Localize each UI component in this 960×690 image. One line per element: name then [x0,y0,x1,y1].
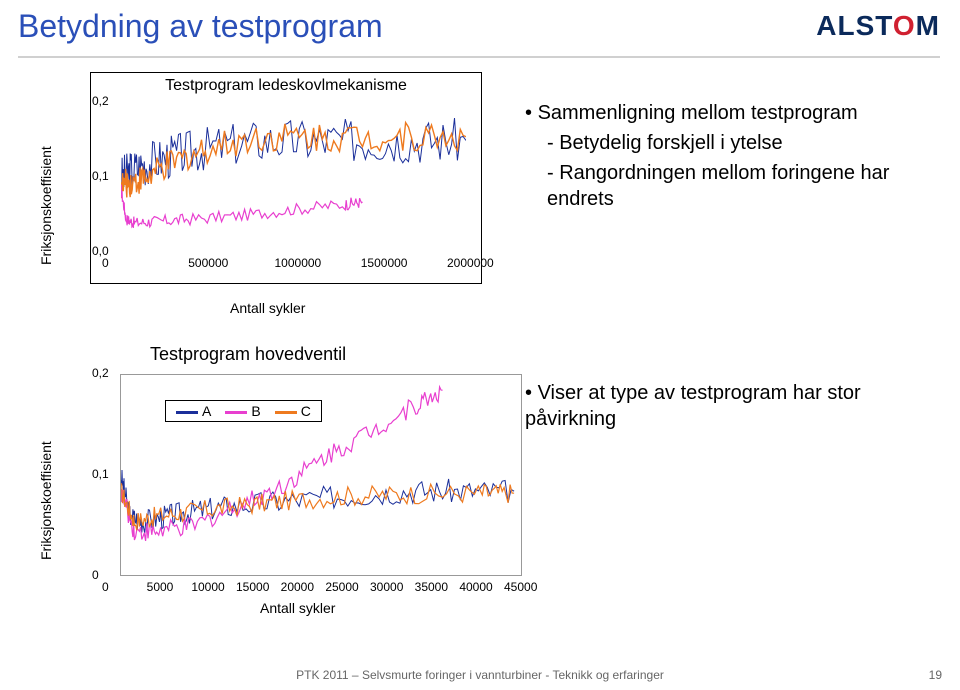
legend-item: A [176,403,211,419]
legend-swatch [225,411,247,414]
bullet-top-2b: Rangordningen mellom foringene har endre… [525,160,945,212]
legend-label: B [251,403,260,419]
chart2-title: Testprogram hovedventil [150,344,590,365]
legend-swatch [176,411,198,414]
chart2-xlabel: Antall sykler [260,600,335,616]
chart2-ylabel: Friksjonskoeffisient [38,441,54,560]
logo-post: M [916,10,940,41]
chart1-ylabel: Friksjonskoeffisient [38,146,54,265]
footer: PTK 2011 – Selvsmurte foringer i vanntur… [0,668,960,682]
chart1-plot [121,103,466,253]
page-number: 19 [929,668,942,682]
bullet-bottom-1: Viser at type av testprogram har stor på… [525,380,945,432]
legend-label: C [301,403,311,419]
logo-o: O [893,10,916,41]
bullets-bottom: Viser at type av testprogram har stor på… [525,380,945,436]
legend-item: C [275,403,311,419]
bullet-top-1: Sammenligning mellom testprogram [525,100,945,126]
legend-label: A [202,403,211,419]
divider [18,56,940,58]
page-title: Betydning av testprogram [18,8,383,45]
chart1-title: Testprogram ledeskovlmekanisme [91,77,481,95]
legend-item: B [225,403,260,419]
chart-top: Testprogram ledeskovlmekanisme [90,72,482,284]
page-title-text: Betydning av testprogram [18,8,383,44]
chart2-legend: A B C [165,400,322,422]
bullets-top: Sammenligning mellom testprogram Betydel… [525,100,945,216]
chart-bottom: Testprogram hovedventil ABC [90,340,530,620]
chart1-xlabel: Antall sykler [230,300,305,316]
bullet-top-2a: Betydelig forskjell i ytelse [525,130,945,156]
logo: ALSTOM [816,10,940,42]
legend-swatch [275,411,297,414]
logo-pre: ALST [816,10,893,41]
